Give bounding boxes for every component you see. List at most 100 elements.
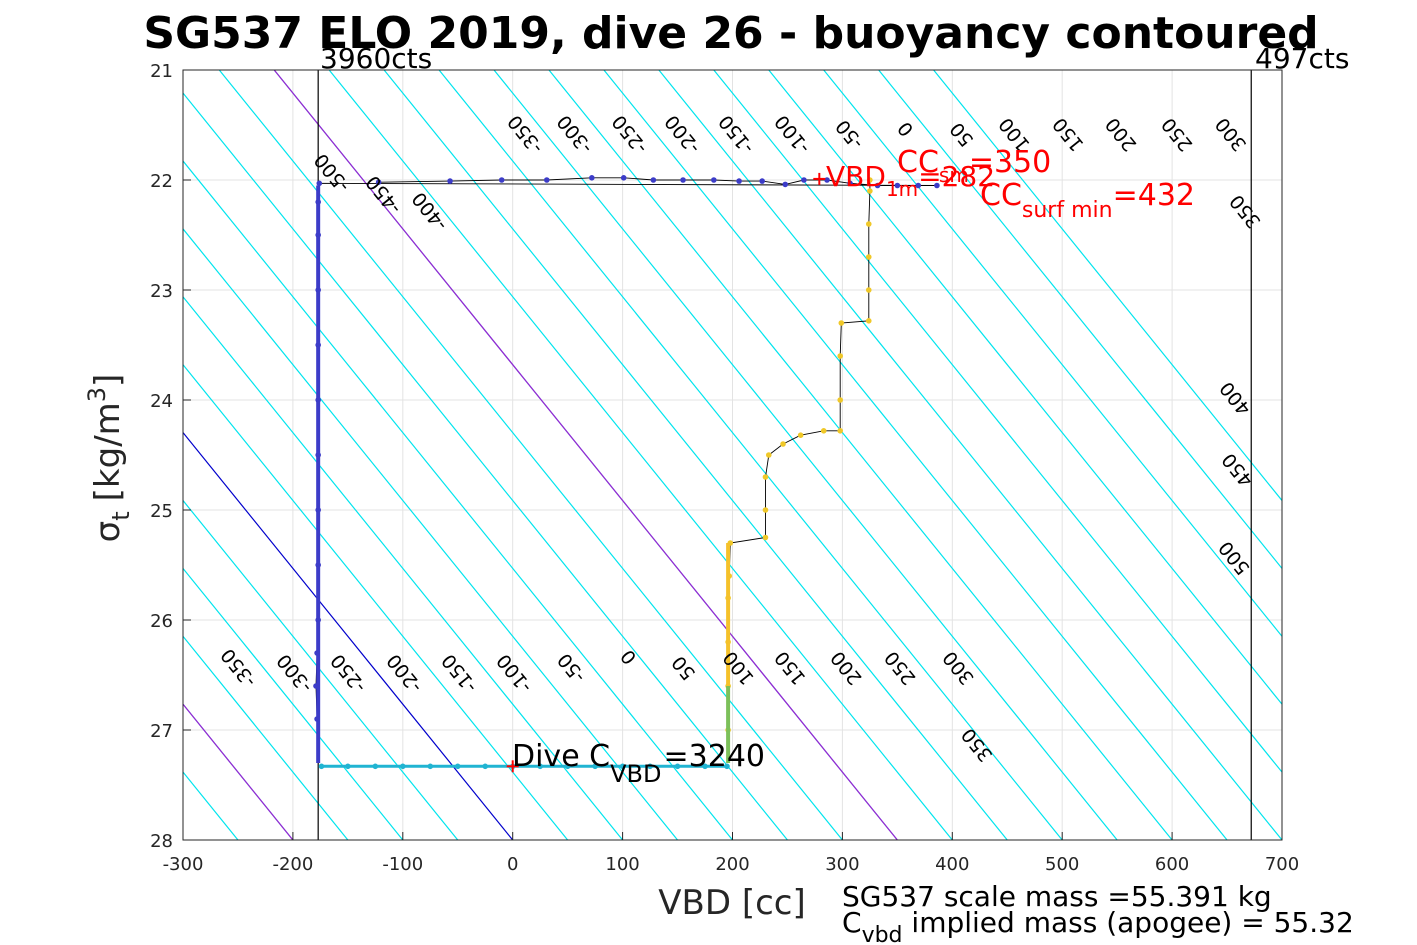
- contour-line: [438, 70, 1063, 840]
- implied-mass-note: Cvbd implied mass (apogee) = 55.32: [842, 906, 1354, 945]
- dive-cvbd-value: =3240: [664, 739, 765, 774]
- dive-cvbd-annotation: Dive CVBD=3240: [512, 739, 765, 788]
- contour-line: [183, 227, 679, 840]
- track-point: [867, 177, 873, 183]
- track-point: [447, 178, 453, 184]
- y-tick-label: 21: [150, 61, 173, 82]
- chart-title: SG537 ELO 2019, dive 26 - buoyancy conto…: [143, 8, 1318, 59]
- contour-line: [183, 363, 569, 840]
- contour-line: [713, 70, 1282, 774]
- cc-sm-sub: sm: [939, 163, 969, 187]
- implied-mass-rest: implied mass (apogee) = 55.32: [903, 906, 1354, 939]
- vbd-1m-value: =282: [918, 160, 995, 193]
- y-axis-label-sup: 3: [83, 387, 111, 402]
- contour-line: [933, 70, 1282, 502]
- x-tick-label: 600: [1155, 854, 1189, 875]
- track-point: [820, 428, 827, 434]
- track-point: [934, 182, 940, 189]
- contour-line: [183, 499, 459, 840]
- y-tick-label: 23: [150, 281, 173, 302]
- track-point: [543, 177, 550, 183]
- x-axis-ticks: -300 -200 -100 0 100 200 300 400 500 600 700: [163, 832, 1299, 875]
- vbd-1m-sub: 1m: [886, 177, 918, 201]
- contour-line: [878, 70, 1282, 570]
- cc-surf-prefix: CC: [980, 178, 1022, 213]
- x-tick-label: 200: [715, 854, 749, 875]
- track-point: [865, 254, 872, 260]
- track-point: [874, 182, 881, 189]
- y-axis-label-main: [kg/m: [88, 402, 128, 501]
- vbd-1m-annotation: VBD1m=282: [826, 160, 995, 201]
- cc-surf-value: =432: [1113, 178, 1195, 213]
- cc-sm-annotation: CCsm=350: [897, 145, 1051, 187]
- track-point: [762, 534, 769, 541]
- x-tick-label: -100: [382, 854, 423, 875]
- vline-label-right: 497cts: [1255, 42, 1349, 75]
- track-point: [765, 452, 772, 458]
- y-axis-label-text: σt [kg/m3]: [83, 374, 135, 543]
- track-point: [620, 175, 627, 181]
- contour-line: [183, 567, 404, 840]
- y-axis-label-end: ]: [88, 374, 128, 387]
- track-point: [847, 180, 853, 187]
- x-tick-label: -300: [163, 854, 204, 875]
- contour-line-magenta: [183, 703, 294, 840]
- x-tick-label: 400: [935, 854, 969, 875]
- track-point: [780, 441, 786, 447]
- track-point: [865, 318, 872, 324]
- buoyancy-contours: [183, 70, 1282, 840]
- x-axis-label: VBD [cc]: [658, 883, 806, 923]
- x-tick-label: 300: [825, 854, 859, 875]
- y-tick-label: 26: [150, 611, 173, 632]
- x-tick-label: 0: [507, 854, 518, 875]
- track-point: [762, 474, 769, 480]
- contour-line: [183, 635, 349, 840]
- contour-line: [183, 295, 624, 840]
- track-point: [837, 397, 844, 403]
- contour-line: [218, 70, 843, 840]
- track-point: [762, 507, 769, 513]
- y-axis-label: σt [kg/m3]: [83, 374, 135, 543]
- x-tick-label: -200: [272, 854, 313, 875]
- track-point: [838, 320, 845, 326]
- dive-cvbd-sub: VBD: [610, 760, 661, 788]
- track-point: [801, 177, 807, 183]
- cc-sm-prefix: CC: [897, 145, 939, 180]
- vline-label-left: 3960cts: [320, 42, 432, 75]
- track-point: [824, 177, 830, 183]
- contour-line: [183, 92, 788, 840]
- track-point: [711, 177, 717, 183]
- track-point: [498, 177, 505, 183]
- scale-mass-note: SG537 scale mass =55.391 kg: [842, 880, 1272, 913]
- track-point: [915, 182, 922, 189]
- contour-line-magenta: [273, 70, 898, 840]
- track-point: [680, 177, 686, 183]
- implied-mass-sub: vbd: [862, 923, 903, 945]
- track-point: [837, 353, 844, 359]
- vbd-1m-prefix: VBD: [826, 160, 886, 193]
- contour-line: [548, 70, 1173, 840]
- cc-surf-sub: surf min: [1022, 198, 1113, 223]
- y-axis-ticks: 21 22 23 24 25 26 27 28: [150, 61, 191, 852]
- contour-line: [183, 160, 733, 840]
- track-point: [894, 182, 901, 189]
- x-tick-label: 500: [1045, 854, 1079, 875]
- track-point: [865, 287, 872, 293]
- track-point: [759, 178, 765, 184]
- y-tick-label: 24: [150, 391, 173, 412]
- contour-line: [823, 70, 1282, 638]
- contour-line: [658, 70, 1282, 840]
- track-point: [316, 180, 323, 187]
- y-axis-label-sub: t: [107, 511, 135, 520]
- contour-line: [328, 70, 953, 840]
- dive-track: [313, 172, 940, 773]
- track-point: [837, 428, 844, 434]
- track-point: [589, 175, 595, 181]
- track-point: [865, 221, 872, 227]
- dive-cvbd-prefix: Dive C: [512, 739, 610, 774]
- y-tick-label: 27: [150, 721, 173, 742]
- x-tick-label: 700: [1265, 854, 1299, 875]
- cc-surf-annotation: CCsurf min=432: [980, 178, 1195, 223]
- implied-mass-prefix: C: [842, 906, 862, 939]
